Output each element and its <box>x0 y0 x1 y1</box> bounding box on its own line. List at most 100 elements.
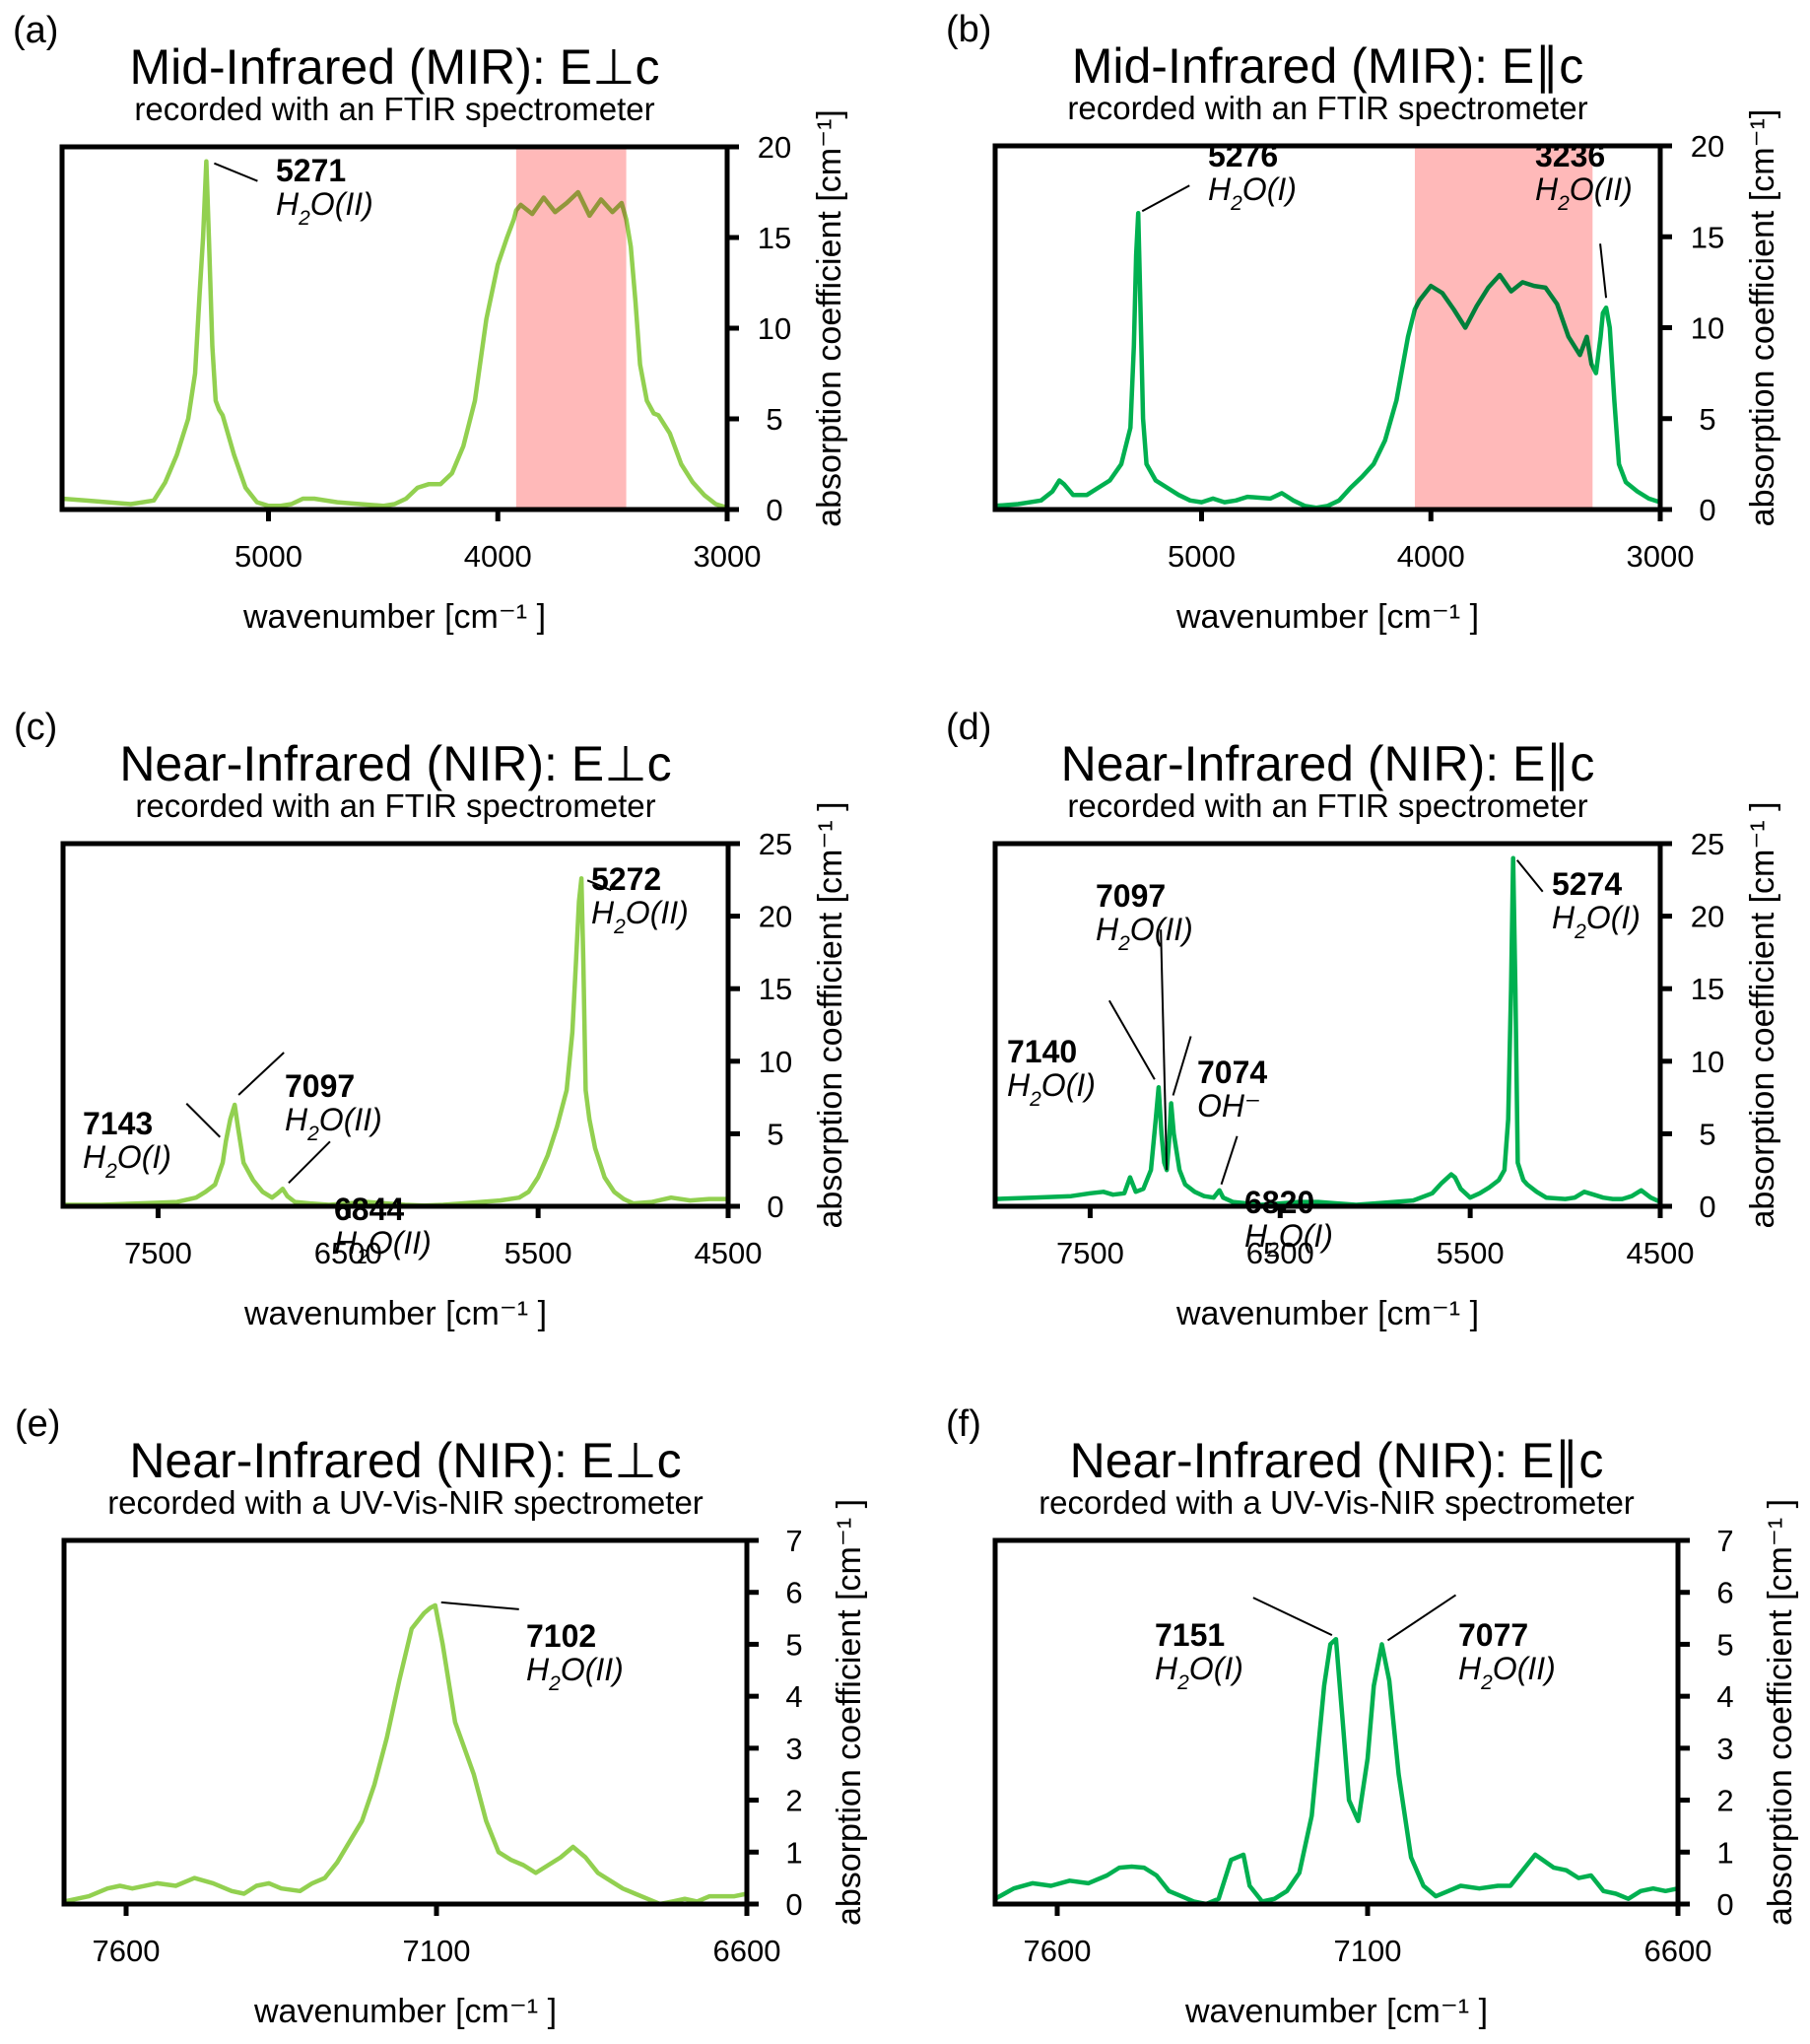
x-tick-label: 4500 <box>1627 1236 1695 1270</box>
x-tick-label: 4500 <box>695 1236 763 1270</box>
plot-frame <box>61 1537 750 1907</box>
y-axis-label: absorption coefficient [cm⁻¹] <box>811 109 848 527</box>
x-axis-label: wavenumber [cm⁻¹ ] <box>243 1295 547 1332</box>
panel-subtitle: recorded with an FTIR spectrometer <box>1067 90 1587 126</box>
x-tick-label: 5000 <box>1168 539 1236 574</box>
y-tick-label: 6 <box>1716 1576 1733 1610</box>
y-tick-label: 15 <box>759 972 792 1006</box>
y-tick-label: 4 <box>785 1679 802 1714</box>
annotation-species: H2O(II) <box>334 1225 432 1268</box>
plot-frame <box>60 841 731 1209</box>
annotation-leader <box>288 1140 331 1185</box>
y-tick-label: 7 <box>1716 1524 1733 1558</box>
panel-subtitle: recorded with an FTIR spectrometer <box>1067 787 1587 824</box>
spectrum-line <box>59 159 730 511</box>
y-axis-label: absorption coefficient [cm⁻¹] <box>1744 109 1781 527</box>
panel-title: Near-Infrared (NIR): E∥c <box>1070 1433 1604 1488</box>
y-tick-label: 2 <box>1716 1784 1733 1818</box>
y-tick-label: 20 <box>758 130 791 165</box>
y-tick-label: 5 <box>766 402 782 437</box>
x-tick-label: 7100 <box>1334 1934 1402 1968</box>
panel-letter: (f) <box>946 1403 981 1445</box>
panel-letter: (b) <box>946 9 991 50</box>
y-tick-label: 5 <box>785 1627 802 1662</box>
y-tick-label: 0 <box>1716 1887 1733 1922</box>
annotation-species: OH⁻ <box>1197 1088 1261 1124</box>
y-tick-label: 10 <box>1691 1045 1724 1079</box>
y-tick-label: 10 <box>1691 311 1724 346</box>
x-axis-label: wavenumber [cm⁻¹ ] <box>253 1993 557 2030</box>
y-tick-label: 1 <box>785 1835 802 1870</box>
x-tick-label: 5500 <box>504 1236 572 1270</box>
annotation-wavenumber: 6844 <box>334 1192 404 1227</box>
annotation-wavenumber: 7074 <box>1197 1055 1267 1090</box>
y-tick-label: 4 <box>1716 1679 1733 1714</box>
annotation-leader <box>586 879 612 892</box>
spectrum-line <box>992 1636 1681 1907</box>
annotation-leader <box>1107 999 1156 1080</box>
annotation-leader <box>1515 859 1544 893</box>
annotation-wavenumber: 5274 <box>1552 866 1622 902</box>
y-tick-label: 10 <box>758 311 791 346</box>
annotation-wavenumber: 7077 <box>1458 1617 1528 1653</box>
plot-frame <box>59 144 730 512</box>
panel-title: Near-Infrared (NIR): E⊥c <box>129 1433 681 1488</box>
annotation-leader <box>1220 1135 1239 1186</box>
annotation-species: H2O(I) <box>1552 900 1641 943</box>
highlight-band <box>515 149 627 510</box>
spectrum-line <box>61 1602 750 1907</box>
y-tick-label: 25 <box>1691 827 1724 861</box>
y-tick-label: 5 <box>767 1117 783 1151</box>
annotation-species: H2O(II) <box>285 1102 382 1145</box>
x-axis-label: wavenumber [cm⁻¹ ] <box>1175 598 1479 636</box>
y-tick-label: 3 <box>1716 1732 1733 1766</box>
panel-subtitle: recorded with a UV-Vis-NIR spectrometer <box>1039 1484 1635 1521</box>
y-tick-label: 20 <box>1691 129 1724 164</box>
y-tick-label: 1 <box>1716 1835 1733 1870</box>
annotation-species: H2O(I) <box>1007 1067 1096 1111</box>
annotation-wavenumber: 7143 <box>83 1106 153 1141</box>
annotation-wavenumber: 7097 <box>1096 878 1166 914</box>
y-axis-label: absorption coefficient [cm⁻¹ ] <box>831 1499 868 1926</box>
x-tick-label: 6600 <box>1644 1934 1712 1968</box>
y-tick-label: 6 <box>785 1576 802 1610</box>
x-tick-label: 7500 <box>1056 1236 1124 1270</box>
annotation-leader <box>214 162 258 182</box>
y-tick-label: 7 <box>785 1524 802 1558</box>
x-tick-label: 6500 <box>1246 1236 1314 1270</box>
annotation-leader <box>185 1103 221 1138</box>
x-tick-label: 7100 <box>403 1934 471 1968</box>
panel-title: Mid-Infrared (MIR): E⊥c <box>129 39 659 95</box>
x-tick-label: 6500 <box>314 1236 382 1270</box>
panel-subtitle: recorded with a UV-Vis-NIR spectrometer <box>107 1484 704 1521</box>
y-tick-label: 0 <box>1699 493 1715 527</box>
panel-letter: (e) <box>15 1403 60 1445</box>
annotation-leader <box>1386 1594 1457 1642</box>
x-tick-label: 3000 <box>694 539 762 574</box>
annotation-wavenumber: 7102 <box>526 1618 596 1654</box>
annotation-wavenumber: 7151 <box>1155 1617 1225 1653</box>
annotation-species: H2O(II) <box>276 186 373 230</box>
y-tick-label: 15 <box>758 221 791 255</box>
annotation-leader <box>237 1052 285 1096</box>
y-tick-label: 2 <box>785 1784 802 1818</box>
annotation-leader <box>1252 1597 1333 1637</box>
y-tick-label: 0 <box>767 1190 783 1224</box>
annotation-species: H2O(I) <box>1155 1651 1243 1694</box>
x-axis-label: wavenumber [cm⁻¹ ] <box>1175 1295 1479 1332</box>
x-tick-label: 7600 <box>1024 1934 1092 1968</box>
annotation-leader <box>1160 929 1169 1171</box>
y-axis-label: absorption coefficient [cm⁻¹ ] <box>812 801 849 1228</box>
x-tick-label: 4000 <box>1397 539 1465 574</box>
x-tick-label: 5500 <box>1437 1236 1505 1270</box>
annotation-wavenumber: 7097 <box>285 1068 355 1104</box>
panel-subtitle: recorded with an FTIR spectrometer <box>135 787 655 824</box>
x-tick-label: 7500 <box>124 1236 192 1270</box>
annotation-wavenumber: 5276 <box>1208 138 1278 173</box>
y-tick-label: 20 <box>1691 900 1724 934</box>
x-tick-label: 5000 <box>235 539 302 574</box>
